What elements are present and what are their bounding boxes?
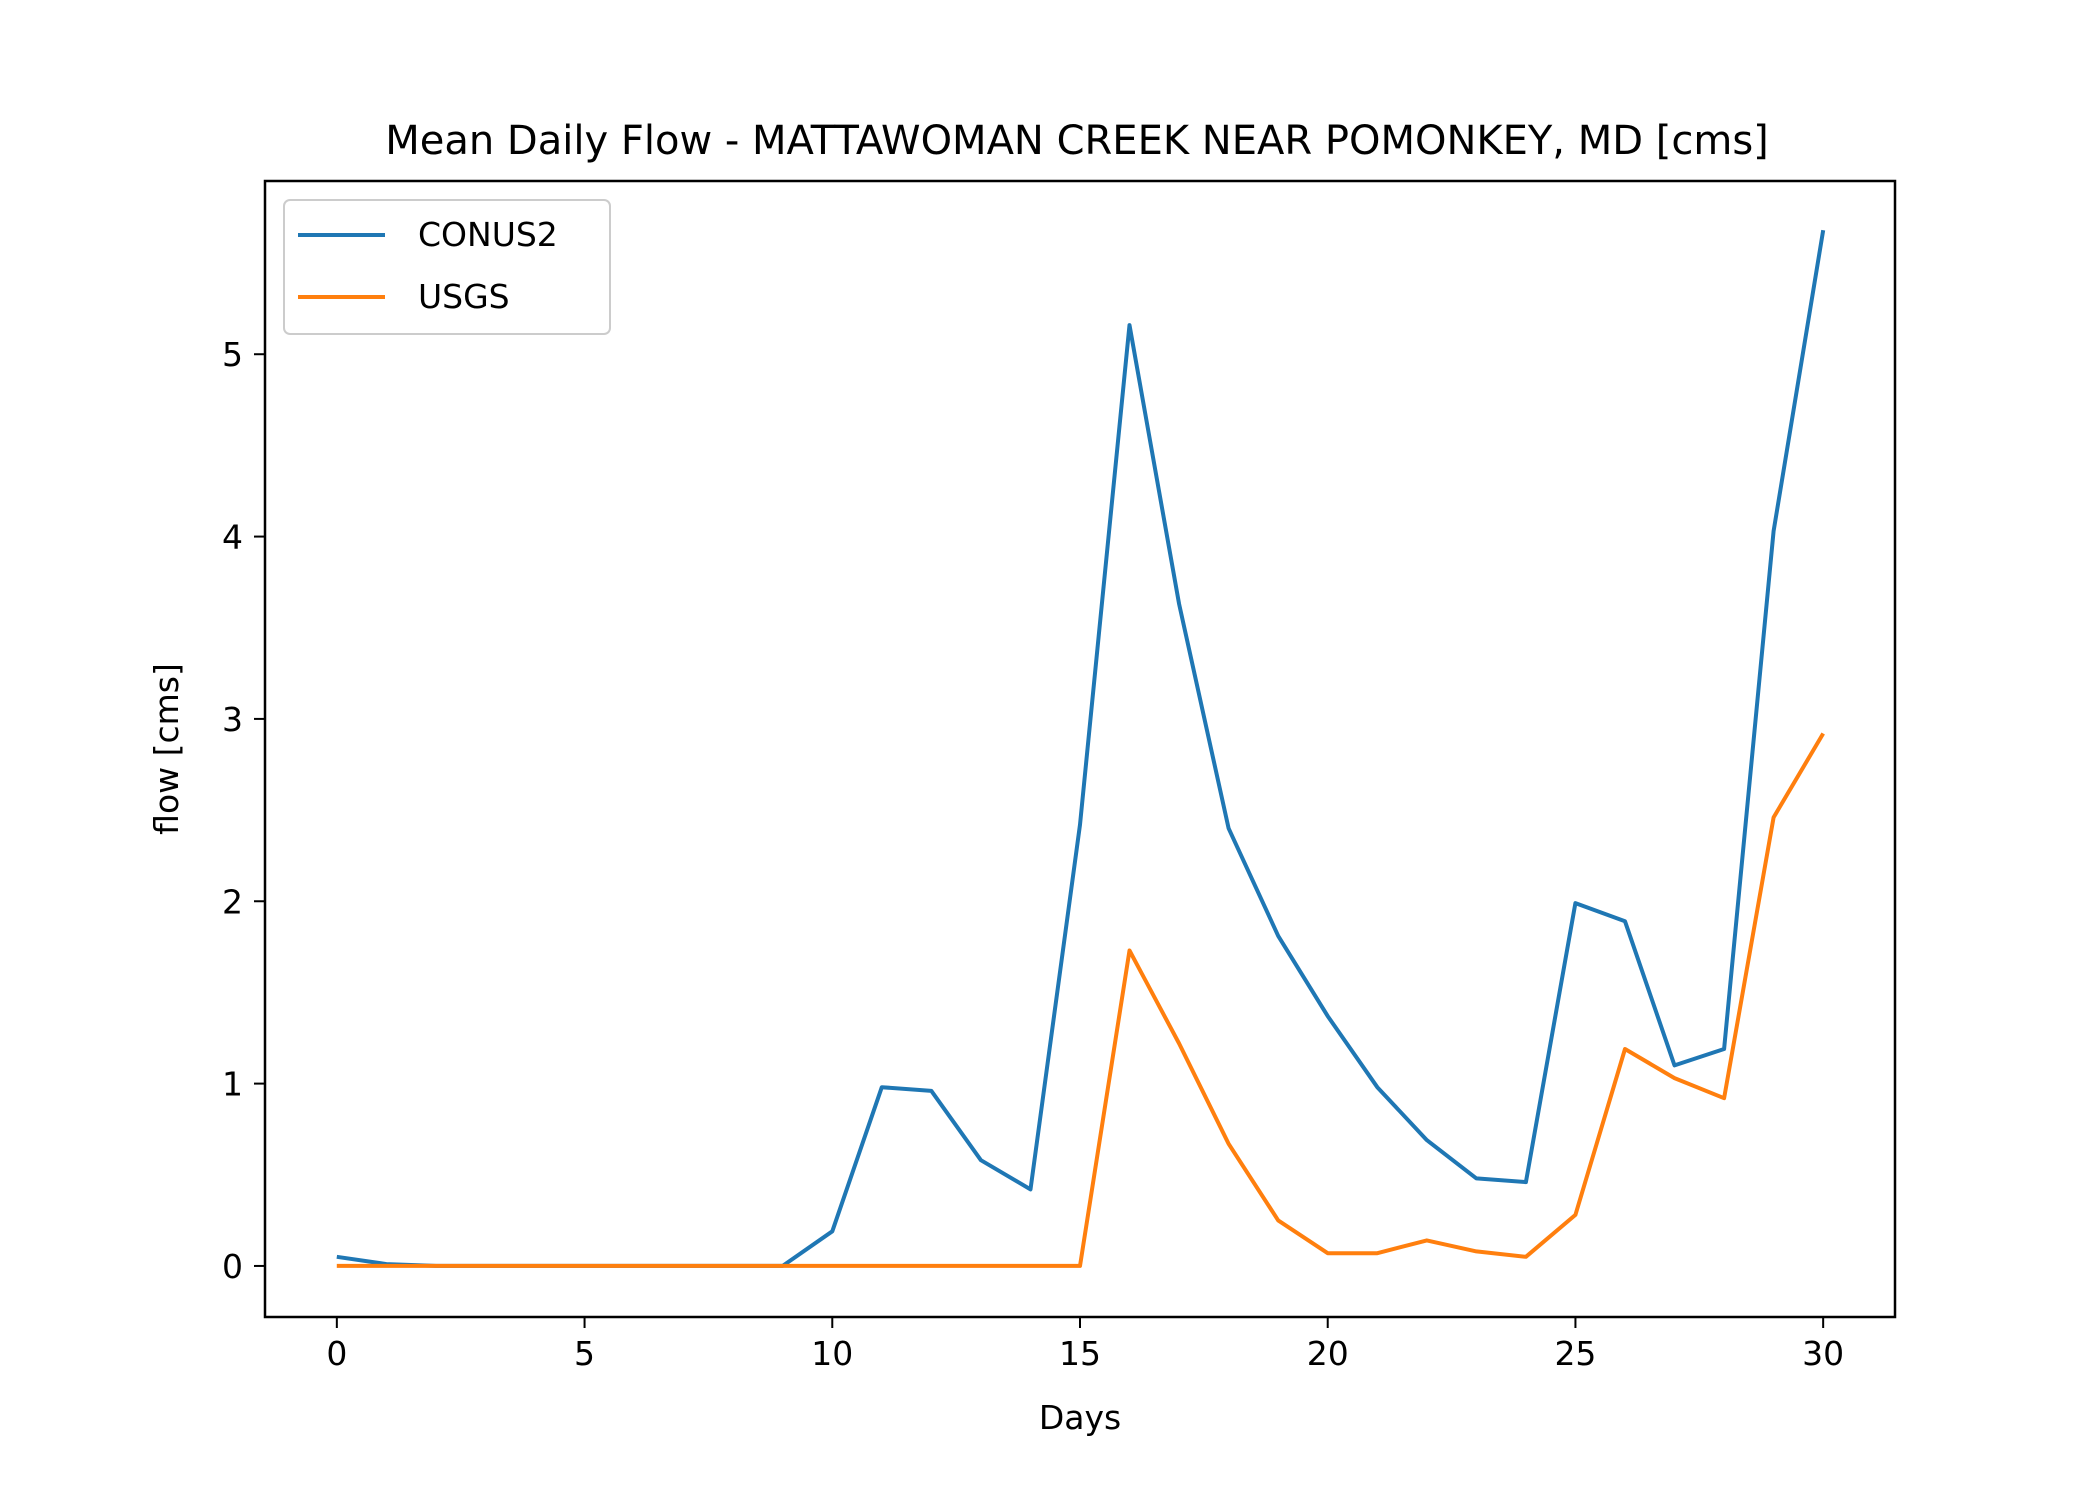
x-tick-label: 5 [574, 1334, 595, 1373]
chart-title: Mean Daily Flow - MATTAWOMAN CREEK NEAR … [385, 118, 1769, 164]
x-tick-label: 15 [1059, 1334, 1101, 1373]
series-layer [336, 229, 1826, 1268]
y-tick-label: 2 [222, 882, 243, 921]
y-axis: 0 1 2 3 4 5 [222, 335, 265, 1286]
x-tick-label: 0 [326, 1334, 347, 1373]
legend-label-conus2: CONUS2 [418, 215, 558, 254]
x-axis: 0 5 10 15 20 25 30 [326, 1317, 1844, 1373]
legend: CONUS2 USGS [283, 199, 611, 335]
x-tick-label: 25 [1554, 1334, 1596, 1373]
y-tick-label: 1 [222, 1065, 243, 1104]
x-tick-label: 30 [1802, 1334, 1844, 1373]
y-tick-label: 3 [222, 700, 243, 739]
y-axis-label: flow [cms] [147, 663, 186, 835]
series-line-usgs [336, 732, 1825, 1268]
legend-label-usgs: USGS [418, 277, 510, 316]
x-axis-label: Days [1039, 1398, 1121, 1437]
x-tick-label: 10 [811, 1334, 853, 1373]
y-tick-label: 5 [222, 335, 243, 374]
y-tick-label: 4 [222, 518, 243, 557]
x-tick-label: 20 [1307, 1334, 1349, 1373]
y-tick-label: 0 [222, 1247, 243, 1286]
